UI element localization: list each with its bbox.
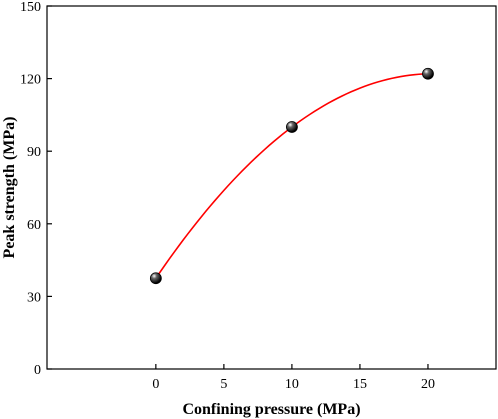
data-point: [149, 272, 162, 285]
x-tick-label: 0: [152, 377, 159, 392]
x-tick-label: 5: [220, 377, 227, 392]
y-tick-label: 60: [27, 218, 41, 233]
y-axis-ticks: 0 30 60 90 120 150: [20, 0, 52, 378]
data-points: [149, 67, 434, 285]
plot-frame: [46, 5, 497, 370]
y-tick-label: 120: [20, 73, 41, 88]
data-point: [422, 67, 434, 80]
y-tick-label: 150: [20, 0, 41, 15]
fit-curve: [155, 72, 429, 279]
data-point: [286, 121, 298, 133]
y-axis-title: Peak strength (MPa): [1, 117, 18, 259]
y-tick-label: 30: [27, 290, 41, 305]
x-axis-title: Confining pressure (MPa): [182, 401, 360, 418]
x-tick-label: 20: [421, 377, 435, 392]
y-tick-label: 90: [27, 145, 41, 160]
x-tick-label: 10: [285, 377, 299, 392]
y-tick-label: 0: [34, 363, 41, 378]
x-axis-ticks: 0 5 10 15 20: [152, 364, 435, 392]
x-tick-label: 15: [353, 377, 367, 392]
